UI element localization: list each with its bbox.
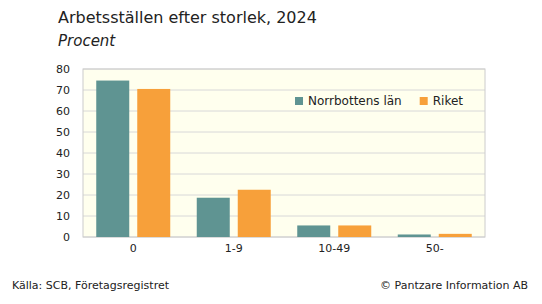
x-tick-label: 0 xyxy=(130,242,137,255)
y-tick-label: 50 xyxy=(56,126,70,139)
chart: 0 10 20 30 40 50 60 70 80 0 1-9 10-49 50- Norrbottens… xyxy=(0,0,542,304)
bar xyxy=(439,234,472,237)
credit: © Pantzare Information AB xyxy=(380,279,528,292)
source: Källa: SCB, Företagsregistret xyxy=(12,279,170,292)
subtitle: Procent xyxy=(58,32,116,50)
bar xyxy=(297,225,330,237)
x-tick-label: 10-49 xyxy=(318,242,350,255)
legend-swatch xyxy=(295,97,303,105)
bars xyxy=(96,81,472,237)
bar xyxy=(197,198,230,237)
plot-frame xyxy=(83,69,485,237)
y-tick-label: 30 xyxy=(56,168,70,181)
y-tick-label: 70 xyxy=(56,84,70,97)
x-tick-label: 50- xyxy=(426,242,444,255)
y-tick-label: 0 xyxy=(63,231,70,244)
bar xyxy=(238,190,271,237)
bar xyxy=(137,89,170,237)
y-tick-label: 40 xyxy=(56,147,70,160)
bar xyxy=(338,225,371,237)
y-tick-label: 80 xyxy=(56,63,70,76)
x-tick-label: 1-9 xyxy=(225,242,243,255)
bar xyxy=(96,81,129,237)
legend-swatch xyxy=(420,97,428,105)
y-tick-label: 60 xyxy=(56,105,70,118)
legend-label: Riket xyxy=(433,94,464,108)
title: Arbetsställen efter storlek, 2024 xyxy=(58,8,317,27)
y-tick-label: 20 xyxy=(56,189,70,202)
plot-area xyxy=(83,69,485,237)
legend-label: Norrbottens län xyxy=(308,94,402,108)
bar xyxy=(398,234,431,237)
legend: Norrbottens län Riket xyxy=(295,94,463,108)
y-tick-label: 10 xyxy=(56,210,70,223)
